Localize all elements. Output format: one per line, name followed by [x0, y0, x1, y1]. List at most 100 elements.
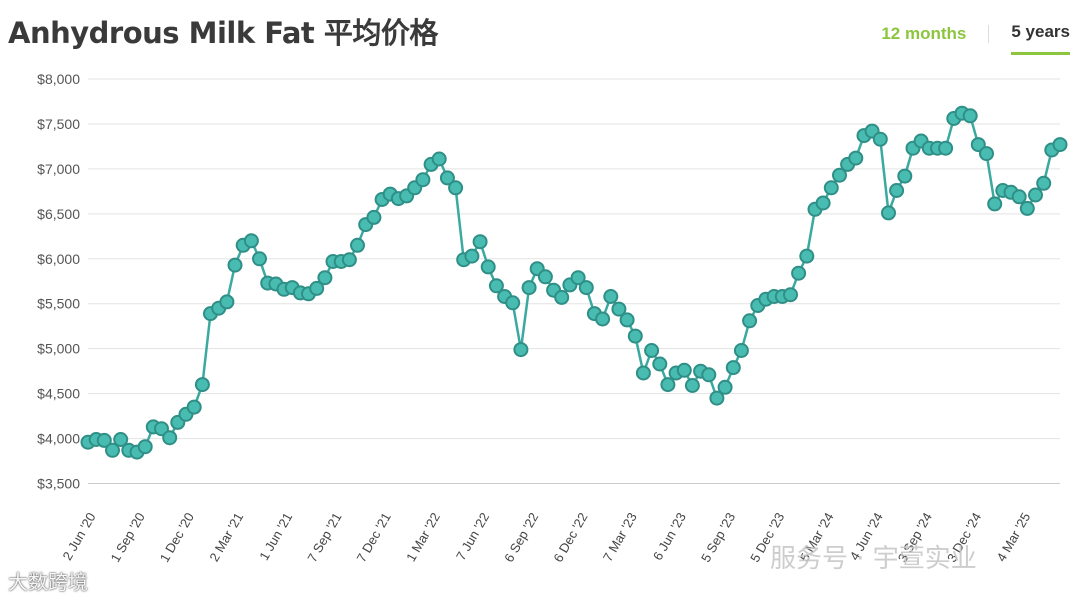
data-point: [113, 432, 129, 447]
watermark-left: 大数跨境: [8, 570, 88, 594]
y-tick-label: $3,500: [37, 476, 80, 492]
x-tick-label: 1 Mar '22: [403, 510, 443, 564]
x-tick-label: 6 Jun '23: [650, 510, 689, 563]
data-point: [96, 432, 112, 448]
data-point: [823, 180, 839, 196]
data-point: [725, 360, 741, 376]
data-point: [791, 265, 807, 281]
y-tick-label: $7,500: [37, 116, 80, 132]
data-point: [341, 252, 357, 268]
x-tick-label: 6 Dec '22: [550, 510, 590, 565]
data-point: [848, 150, 864, 166]
data-point: [513, 342, 529, 358]
data-point: [970, 137, 986, 153]
data-point: [701, 367, 717, 383]
x-tick-label: 2 Mar '21: [206, 510, 246, 564]
data-point: [717, 379, 733, 395]
data-point: [309, 280, 325, 296]
data-point: [480, 259, 496, 275]
data-point: [733, 343, 749, 358]
y-tick-label: $5,000: [37, 341, 80, 357]
data-point: [227, 257, 243, 273]
data-point: [186, 399, 202, 415]
data-point: [439, 170, 455, 186]
data-point: [644, 343, 660, 358]
data-point: [366, 209, 382, 225]
range-tabs: 12 months 5 years: [881, 22, 1070, 55]
data-point: [709, 390, 725, 406]
data-point: [1019, 200, 1035, 216]
data-point: [578, 280, 594, 296]
data-point: [505, 295, 521, 311]
data-point: [619, 312, 635, 328]
data-point: [783, 287, 798, 303]
x-tick-label: 1 Dec '20: [157, 510, 197, 565]
data-point: [611, 301, 627, 317]
data-point: [881, 205, 896, 221]
data-point: [635, 365, 651, 381]
data-point: [872, 131, 888, 147]
data-point: [889, 183, 905, 198]
x-tick-label: 5 Sep '23: [698, 510, 738, 565]
x-tick-label: 7 Sep '21: [304, 510, 344, 565]
data-point: [252, 251, 267, 267]
y-tick-label: $6,500: [37, 206, 80, 222]
data-point: [979, 146, 994, 162]
data-point: [987, 196, 1003, 212]
data-point: [938, 140, 954, 156]
data-point: [431, 151, 447, 167]
data-point: [554, 289, 570, 305]
data-point: [105, 442, 120, 458]
data-point: [595, 311, 611, 327]
x-tick-label: 7 Jun '22: [453, 510, 492, 563]
data-point: [472, 234, 488, 250]
data-point: [243, 233, 259, 249]
data-point: [684, 378, 700, 393]
data-point: [1028, 187, 1043, 203]
x-tick-label: 6 Sep '22: [501, 510, 541, 565]
data-point: [570, 270, 586, 286]
data-point: [154, 421, 169, 437]
data-point: [1052, 137, 1068, 153]
data-point: [137, 439, 153, 455]
x-tick-label: 4 Mar '25: [994, 510, 1034, 564]
data-point: [815, 195, 831, 211]
data-point: [521, 280, 537, 296]
watermark-right: 服务号 · 宇萱实业: [770, 544, 977, 574]
data-point: [652, 356, 668, 372]
x-tick-label: 7 Mar '23: [600, 510, 640, 564]
data-point: [448, 180, 464, 196]
data-point: [627, 328, 643, 344]
data-point: [317, 270, 333, 286]
data-point: [1036, 175, 1052, 191]
data-point: [194, 377, 210, 393]
data-point: [488, 278, 504, 294]
chart-title: Anhydrous Milk Fat 平均价格: [8, 16, 438, 50]
y-tick-label: $4,000: [37, 431, 80, 447]
y-tick-label: $6,000: [37, 251, 80, 267]
tab-divider: [988, 24, 990, 43]
y-tick-label: $4,500: [37, 386, 80, 402]
x-tick-label: 1 Jun '21: [256, 510, 295, 563]
x-tick-label: 2 Jun '20: [59, 510, 98, 563]
x-tick-label: 7 Dec '21: [354, 510, 394, 565]
data-point: [219, 294, 235, 310]
data-point: [350, 237, 365, 253]
y-tick-label: $8,000: [37, 71, 80, 87]
data-point: [676, 362, 692, 378]
data-point: [832, 167, 847, 183]
data-point: [962, 108, 978, 124]
tab-5-years[interactable]: 5 years: [1011, 22, 1070, 55]
data-point: [799, 248, 815, 264]
y-tick-label: $7,000: [37, 161, 80, 177]
x-tick-label: 1 Sep '20: [108, 510, 148, 565]
data-point: [603, 289, 619, 304]
data-point: [537, 269, 553, 285]
tab-12-months[interactable]: 12 months: [881, 23, 967, 43]
data-point: [660, 377, 676, 393]
data-point: [162, 430, 178, 446]
y-tick-label: $5,500: [37, 296, 80, 312]
data-point: [742, 313, 758, 329]
data-point: [897, 168, 913, 184]
